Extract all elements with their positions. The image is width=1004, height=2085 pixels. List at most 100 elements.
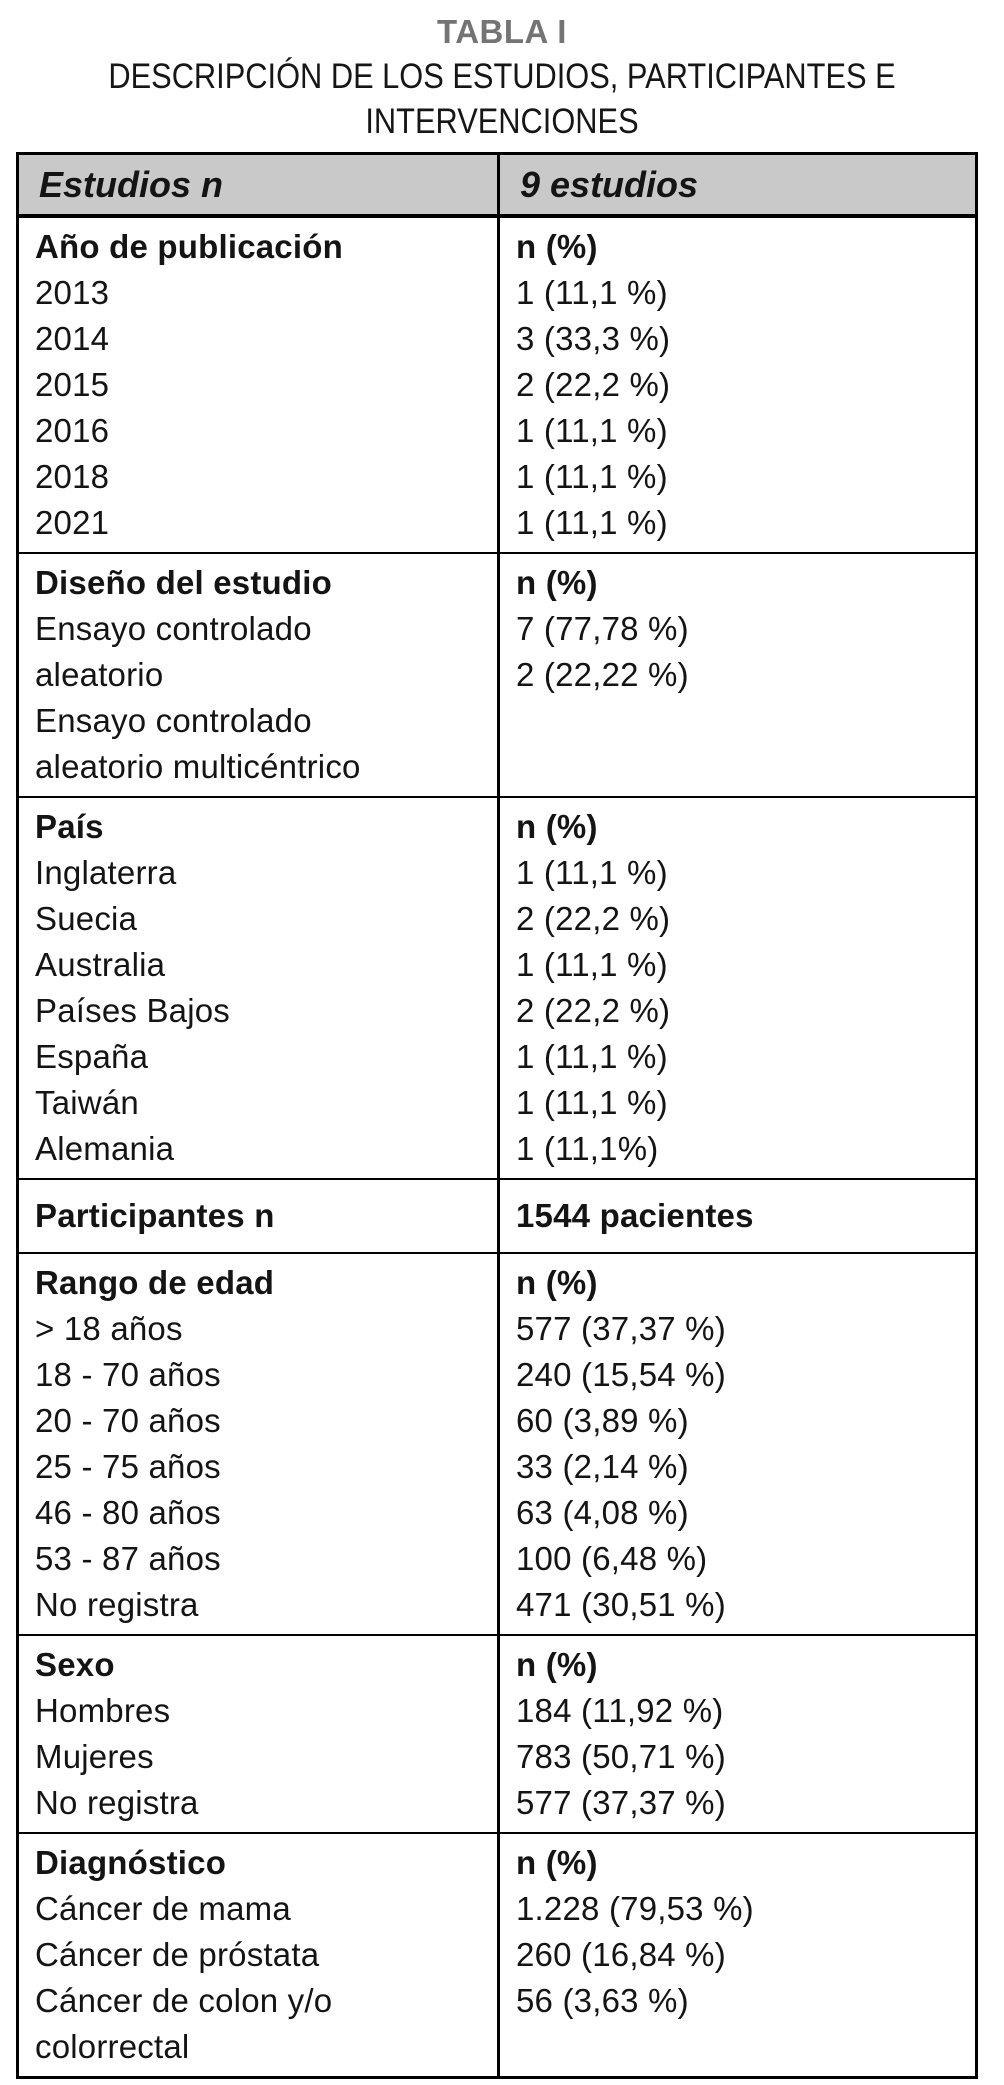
ano-de-publicacion-right-value-line: 1 (11,1 %)	[516, 412, 668, 449]
pais-right-value-line: 1 (11,1 %)	[516, 1038, 668, 1075]
participantes-left-column: Participantes n	[19, 1180, 500, 1252]
diagnostico-right-value-line: 1.228 (79,53 %)	[516, 1890, 754, 1927]
rango-de-edad-right-value-line: 471 (30,51 %)	[516, 1586, 726, 1623]
table-caption-line-1: DESCRIPCIÓN DE LOS ESTUDIOS, PARTICIPANT…	[108, 57, 896, 96]
pais-left-value-line: Alemania	[35, 1130, 175, 1167]
rango-de-edad-right-value-line: 100 (6,48 %)	[516, 1540, 708, 1577]
sexo-right-value-line: 783 (50,71 %)	[516, 1738, 726, 1775]
ano-de-publicacion-right-value-line: 3 (33,3 %)	[516, 320, 671, 357]
diseno-del-estudio-left-value-line: aleatorio	[35, 656, 164, 693]
ano-de-publicacion-right-value-line: 2 (22,2 %)	[516, 366, 671, 403]
rango-de-edad-left-value-line: 53 - 87 años	[35, 1540, 221, 1577]
study-description-table: Estudios n 9 estudios Año de publicación…	[16, 152, 978, 2079]
sexo-right-value-line: 184 (11,92 %)	[516, 1692, 724, 1729]
rango-de-edad-right-value-line: 60 (3,89 %)	[516, 1402, 689, 1439]
pais-left-value-line: Inglaterra	[35, 854, 177, 891]
diagnostico-left-column: Diagnóstico Cáncer de mama Cáncer de próst…	[19, 1834, 500, 2076]
diagnostico-left-value-line: Cáncer de colon y/o	[35, 1982, 333, 2019]
ano-de-publicacion-left-value-line: 2021	[35, 504, 110, 541]
ano-de-publicacion-left-value-line: 2014	[35, 320, 110, 357]
participantes-right-heading: 1544 pacientes	[516, 1197, 754, 1234]
pais-right-value-line: 2 (22,2 %)	[516, 992, 671, 1029]
header-cell-estudios: Estudios n	[19, 155, 500, 214]
table-caption-line-2: INTERVENCIONES	[365, 102, 639, 141]
section-diseno-del-estudio: Diseño del estudio Ensayo controlado aleat…	[19, 554, 975, 798]
diseno-del-estudio-left-column: Diseño del estudio Ensayo controlado aleat…	[19, 554, 500, 796]
diagnostico-right-value-line: 260 (16,84 %)	[516, 1936, 726, 1973]
section-diagnostico: Diagnóstico Cáncer de mama Cáncer de próst…	[19, 1834, 975, 2076]
rango-de-edad-left-value-line: 18 - 70 años	[35, 1356, 221, 1393]
pais-right-column: n (%) 1 (11,1 %) 2 (22,2 %) 1 (11,1 %) 2 (22…	[500, 798, 975, 1178]
rango-de-edad-right-value-line: 63 (4,08 %)	[516, 1494, 689, 1531]
sexo-left-column: Sexo Hombres Mujeres No registra	[19, 1636, 500, 1832]
sexo-right-heading: n (%)	[516, 1646, 598, 1683]
ano-de-publicacion-left-value-line: 2015	[35, 366, 110, 403]
sexo-left-value-line: No registra	[35, 1784, 199, 1821]
rango-de-edad-left-value-line: 20 - 70 años	[35, 1402, 221, 1439]
sexo-right-column: n (%) 184 (11,92 %) 783 (50,71 %) 577 (37,3…	[500, 1636, 975, 1832]
ano-de-publicacion-right-value-line: 1 (11,1 %)	[516, 274, 668, 311]
section-participantes: Participantes n 1544 pacientes	[19, 1180, 975, 1254]
ano-de-publicacion-left-heading: Año de publicación	[35, 228, 343, 265]
diagnostico-right-value-line	[516, 2024, 975, 2070]
rango-de-edad-right-value-line: 240 (15,54 %)	[516, 1356, 726, 1393]
diagnostico-right-column: n (%) 1.228 (79,53 %) 260 (16,84 %) 56 (3,6…	[500, 1834, 975, 2076]
rango-de-edad-left-value-line: > 18 años	[35, 1310, 183, 1347]
section-sexo: Sexo Hombres Mujeres No registra n (%) 184 (1…	[19, 1636, 975, 1834]
pais-left-column: País Inglaterra Suecia Australia Países Bajo…	[19, 798, 500, 1178]
ano-de-publicacion-left-value-line: 2018	[35, 458, 110, 495]
pais-right-value-line: 1 (11,1 %)	[516, 1084, 668, 1121]
pais-right-value-line: 1 (11,1 %)	[516, 854, 668, 891]
pais-left-value-line: Suecia	[35, 900, 138, 937]
diseno-del-estudio-right-value-line	[516, 698, 975, 744]
pais-left-heading: País	[35, 808, 104, 845]
diseno-del-estudio-left-value-line: Ensayo controlado	[35, 702, 312, 739]
diseno-del-estudio-right-value-line: 7 (77,78 %)	[516, 610, 689, 647]
rango-de-edad-right-value-line: 577 (37,37 %)	[516, 1310, 726, 1347]
diseno-del-estudio-right-column: n (%) 7 (77,78 %) 2 (22,22 %)	[500, 554, 975, 796]
pais-right-value-line: 1 (11,1 %)	[516, 946, 668, 983]
participantes-right-column: 1544 pacientes	[500, 1180, 975, 1252]
rango-de-edad-right-heading: n (%)	[516, 1264, 598, 1301]
ano-de-publicacion-right-value-line: 1 (11,1 %)	[516, 458, 668, 495]
diseno-del-estudio-left-value-line: aleatorio multicéntrico	[35, 748, 361, 785]
sexo-right-value-line: 577 (37,37 %)	[516, 1784, 726, 1821]
rango-de-edad-left-column: Rango de edad > 18 años 18 - 70 años 20 - 7…	[19, 1254, 500, 1634]
title-block: TABLA I DESCRIPCIÓN DE LOS ESTUDIOS, PAR…	[0, 0, 1004, 144]
participantes-left-heading: Participantes n	[35, 1197, 275, 1234]
sexo-left-value-line: Hombres	[35, 1692, 171, 1729]
pais-right-value-line: 1 (11,1%)	[516, 1130, 659, 1167]
ano-de-publicacion-left-value-line: 2016	[35, 412, 110, 449]
ano-de-publicacion-right-column: n (%) 1 (11,1 %) 3 (33,3 %) 2 (22,2 %) 1 (11…	[500, 218, 975, 552]
header-cell-9-estudios: 9 estudios	[520, 164, 699, 205]
ano-de-publicacion-left-column: Año de publicación 2013 2014 2015 2016 2018 20…	[19, 218, 500, 552]
rango-de-edad-left-value-line: 25 - 75 años	[35, 1448, 221, 1485]
diseno-del-estudio-right-value-line: 2 (22,22 %)	[516, 656, 689, 693]
pais-left-value-line: España	[35, 1038, 149, 1075]
ano-de-publicacion-right-value-line: 1 (11,1 %)	[516, 504, 668, 541]
rango-de-edad-right-value-line: 33 (2,14 %)	[516, 1448, 689, 1485]
sexo-left-heading: Sexo	[35, 1646, 115, 1683]
section-rango-de-edad: Rango de edad > 18 años 18 - 70 años 20 - 7…	[19, 1254, 975, 1636]
rango-de-edad-left-value-line: 46 - 80 años	[35, 1494, 221, 1531]
diseno-del-estudio-right-heading: n (%)	[516, 564, 598, 601]
rango-de-edad-right-column: n (%) 577 (37,37 %) 240 (15,54 %) 60 (3,89 …	[500, 1254, 975, 1634]
diseno-del-estudio-right-value-line	[516, 744, 975, 790]
diagnostico-left-value-line: colorrectal	[35, 2028, 190, 2065]
diseno-del-estudio-left-value-line: Ensayo controlado	[35, 610, 312, 647]
sexo-left-value-line: Mujeres	[35, 1738, 154, 1775]
diagnostico-left-value-line: Cáncer de mama	[35, 1890, 291, 1927]
diagnostico-left-heading: Diagnóstico	[35, 1844, 227, 1881]
ano-de-publicacion-right-heading: n (%)	[516, 228, 598, 265]
table-header-row: Estudios n 9 estudios	[19, 155, 975, 218]
pais-right-value-line: 2 (22,2 %)	[516, 900, 671, 937]
diagnostico-right-value-line: 56 (3,63 %)	[516, 1982, 689, 2019]
table-number-title: TABLA I	[437, 13, 567, 50]
rango-de-edad-left-heading: Rango de edad	[35, 1264, 275, 1301]
section-pais: País Inglaterra Suecia Australia Países Bajo…	[19, 798, 975, 1180]
pais-left-value-line: Taiwán	[35, 1084, 139, 1121]
diagnostico-left-value-line: Cáncer de próstata	[35, 1936, 320, 1973]
rango-de-edad-left-value-line: No registra	[35, 1586, 199, 1623]
diseno-del-estudio-left-heading: Diseño del estudio	[35, 564, 332, 601]
